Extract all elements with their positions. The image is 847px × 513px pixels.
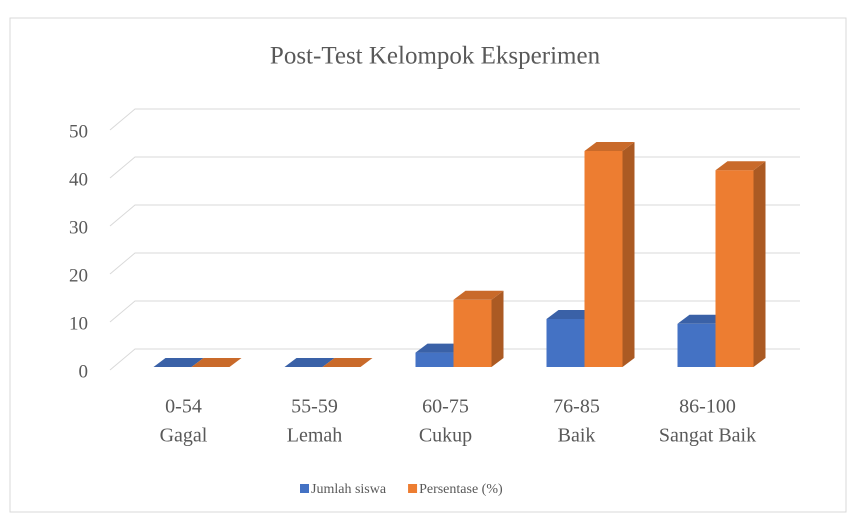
bar-front: [546, 319, 585, 367]
bar-front: [584, 151, 623, 367]
y-tick-label: 50: [69, 121, 88, 142]
bar-side: [753, 161, 766, 367]
y-tick-label: 20: [69, 265, 88, 286]
x-tick-label: Sangat Baik: [659, 425, 756, 447]
bar-top: [584, 142, 635, 151]
chart-border: [9, 17, 847, 513]
bar-top: [415, 343, 466, 353]
bar-side: [622, 142, 635, 367]
bar-top: [453, 290, 504, 300]
grid-line: [109, 252, 800, 275]
chart-title: Post-Test Kelompok Eksperimen: [270, 43, 601, 70]
x-tick-label: 86-100: [679, 396, 736, 418]
x-tick-label: 0-54: [165, 396, 202, 418]
x-tick-label: 55-59: [291, 396, 338, 418]
y-tick-label: 40: [69, 169, 88, 190]
bar-top: [677, 314, 728, 324]
grid-line: [109, 204, 800, 227]
x-tick-label: 60-75: [422, 396, 469, 418]
y-tick-label: 10: [69, 313, 88, 334]
legend-label: Persentase (%): [419, 482, 503, 497]
bar-front: [715, 170, 754, 367]
legend-label: Jumlah siswa: [311, 482, 387, 497]
bar-top: [284, 358, 335, 367]
x-tick-label: Cukup: [419, 425, 472, 447]
x-tick-label: 76-85: [553, 396, 600, 418]
x-tick-label: Baik: [558, 425, 596, 447]
x-tick-label: Lemah: [287, 425, 343, 447]
bar-side: [491, 290, 504, 367]
grid-line: [109, 300, 800, 323]
legend-swatch: [300, 484, 309, 493]
bar-top: [546, 310, 597, 319]
y-tick-label: 30: [69, 217, 88, 238]
grid-line: [109, 108, 800, 131]
bar-front: [415, 352, 454, 367]
bar-top: [322, 358, 373, 367]
grid-line: [109, 156, 800, 179]
bar-top: [153, 358, 204, 367]
bar-top: [191, 358, 242, 367]
bar-top: [715, 161, 766, 171]
x-tick-label: Gagal: [160, 425, 208, 447]
bar-front: [677, 323, 716, 367]
y-tick-label: 0: [79, 361, 89, 382]
legend-swatch: [408, 484, 418, 493]
bar-front: [453, 299, 492, 367]
